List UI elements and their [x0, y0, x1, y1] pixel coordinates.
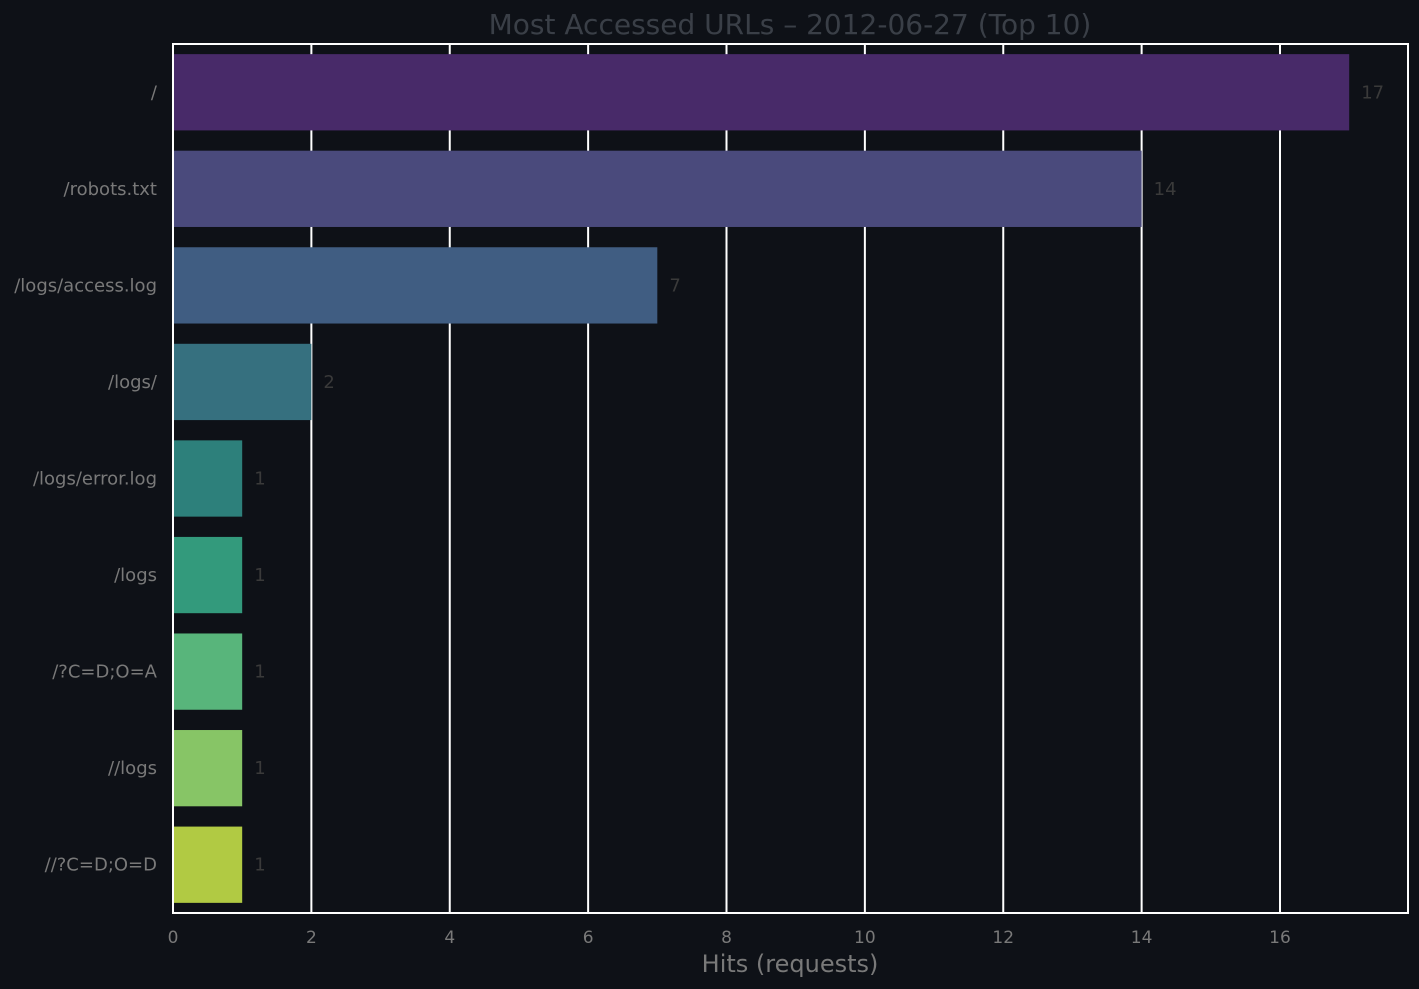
- bar-8: [173, 826, 243, 903]
- x-tick-label-4: 4: [444, 928, 455, 948]
- bar-5: [173, 536, 243, 614]
- bar-7: [173, 730, 243, 807]
- value-label-6: 1: [254, 662, 265, 683]
- bar-6: [173, 633, 243, 710]
- bar-value-labels: 17 14 7 2 1 1 1 1 1: [254, 82, 1384, 875]
- x-axis-label: Hits (requests): [702, 950, 879, 978]
- x-tick-label-12: 12: [992, 928, 1014, 948]
- bars: [173, 54, 1350, 903]
- y-axis-category-labels: //robots.txt/logs/access.log/logs//logs/…: [14, 82, 158, 875]
- chart-title: Most Accessed URLs – 2012-06-27 (Top 10): [489, 8, 1092, 41]
- value-label-5: 1: [254, 565, 265, 586]
- value-label-1: 14: [1154, 179, 1177, 200]
- category-label-1: /robots.txt: [64, 179, 157, 200]
- x-tick-label-10: 10: [854, 928, 876, 948]
- value-label-0: 17: [1361, 82, 1384, 103]
- value-label-8: 1: [254, 855, 265, 876]
- bar-1: [173, 150, 1142, 227]
- category-label-7: //logs: [108, 758, 157, 779]
- category-label-6: /?C=D;O=A: [52, 662, 157, 683]
- bar-0: [173, 54, 1350, 131]
- category-label-8: //?C=D;O=D: [45, 855, 157, 876]
- value-label-4: 1: [254, 469, 265, 490]
- category-label-4: /logs/error.log: [33, 469, 157, 490]
- bar-2: [173, 247, 658, 324]
- x-tick-label-2: 2: [306, 928, 317, 948]
- category-label-0: /: [151, 82, 158, 103]
- category-label-2: /logs/access.log: [14, 275, 157, 296]
- x-tick-label-8: 8: [721, 928, 732, 948]
- bar-4: [173, 440, 243, 517]
- value-label-3: 2: [323, 372, 334, 393]
- category-label-3: /logs/: [108, 372, 158, 393]
- bar-3: [173, 343, 312, 421]
- category-label-5: /logs: [114, 565, 157, 586]
- x-tick-label-16: 16: [1269, 928, 1291, 948]
- x-tick-label-14: 14: [1131, 928, 1153, 948]
- value-label-2: 7: [669, 275, 680, 296]
- x-tick-label-6: 6: [583, 928, 594, 948]
- plot-frame: [172, 43, 1409, 914]
- value-label-7: 1: [254, 758, 265, 779]
- x-tick-label-0: 0: [168, 928, 179, 948]
- x-axis-ticks: 0 2 4 6 8 10 12 14 16: [168, 928, 1291, 948]
